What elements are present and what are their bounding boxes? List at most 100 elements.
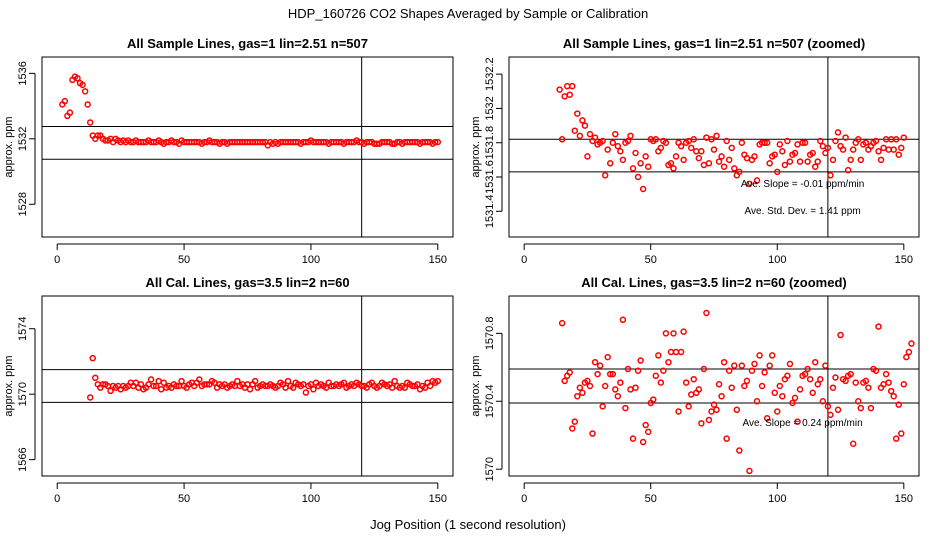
data-point — [731, 362, 738, 369]
data-point — [725, 367, 733, 374]
data-point — [842, 134, 849, 141]
data-point — [751, 153, 758, 160]
data-point — [675, 408, 682, 415]
data-points — [556, 82, 908, 193]
data-point — [571, 127, 579, 134]
data-point — [606, 160, 614, 167]
data-point — [558, 319, 566, 327]
data-point — [614, 142, 622, 150]
data-point — [718, 153, 725, 160]
data-point — [604, 353, 611, 361]
data-point — [895, 151, 902, 158]
x-tick-label: 150 — [895, 254, 913, 266]
y-axis-label: approx. ppm — [470, 355, 482, 416]
data-point — [743, 377, 751, 385]
data-point — [829, 384, 837, 391]
y-tick-label: 1532 — [17, 127, 29, 151]
data-point — [698, 148, 705, 155]
data-point — [796, 158, 804, 165]
data-point — [586, 130, 594, 138]
data-point — [738, 362, 746, 369]
data-point — [827, 411, 834, 419]
data-point — [637, 357, 644, 364]
data-point — [781, 161, 789, 169]
y-tick-label: 1536 — [17, 61, 29, 85]
figure-title: HDP_160726 CO2 Shapes Averaged by Sample… — [288, 6, 648, 21]
data-point — [665, 358, 672, 366]
data-point — [92, 374, 99, 382]
data-point — [624, 137, 632, 145]
data-point — [700, 365, 708, 373]
data-point — [629, 435, 637, 442]
data-point — [173, 382, 180, 390]
x-tick-label: 0 — [521, 254, 527, 266]
annotation-1: Ave. Slope = 0.24 ppm/min — [742, 418, 862, 429]
x-tick-label: 50 — [645, 493, 657, 505]
x-tick-label: 150 — [429, 493, 447, 505]
data-point — [178, 377, 185, 385]
data-point — [865, 384, 872, 391]
chart-title: All Sample Lines, gas=1 lin=2.51 n=507 — [127, 36, 368, 51]
data-point — [86, 394, 94, 401]
data-point — [434, 138, 442, 146]
data-point — [642, 153, 649, 160]
data-point — [766, 160, 773, 167]
y-tick-label: 1570.4 — [484, 384, 496, 418]
data-point — [855, 136, 862, 143]
data-point — [579, 117, 586, 124]
data-point — [652, 136, 660, 143]
data-point — [741, 382, 748, 390]
y-axis-label: approx. ppm — [470, 116, 482, 177]
data-point — [584, 153, 591, 160]
plot-frame — [508, 295, 920, 477]
data-point — [814, 158, 822, 165]
data-point — [834, 129, 842, 136]
x-tick-label: 100 — [302, 254, 320, 266]
data-point — [736, 168, 743, 176]
x-tick-label: 0 — [521, 493, 527, 505]
data-point — [768, 352, 776, 359]
data-point — [789, 399, 796, 407]
y-tick-label: 1574 — [17, 316, 29, 340]
chart-title: All Cal. Lines, gas=3.5 lin=2 n=60 (zoom… — [581, 275, 847, 290]
chart-panel-2: All Sample Lines, gas=1 lin=2.51 n=507 (… — [470, 36, 920, 266]
data-point — [431, 138, 439, 146]
data-point — [571, 418, 579, 425]
y-tick-label: 1570.8 — [484, 317, 496, 351]
data-point — [695, 386, 703, 393]
data-point — [639, 185, 647, 193]
data-point — [74, 75, 81, 82]
data-point — [824, 403, 832, 410]
data-point — [786, 158, 794, 165]
data-point — [817, 375, 824, 383]
data-point — [809, 389, 816, 397]
data-point — [723, 137, 730, 145]
data-point — [895, 401, 902, 408]
x-tick-label: 100 — [768, 493, 786, 505]
data-point — [558, 136, 566, 143]
data-point — [725, 156, 733, 164]
data-point — [804, 365, 811, 373]
data-point — [862, 139, 870, 146]
data-point — [251, 377, 259, 385]
data-point — [857, 404, 865, 412]
data-point — [736, 447, 743, 454]
data-point — [738, 139, 746, 146]
data-point — [890, 146, 897, 153]
data-point — [723, 435, 730, 442]
data-point — [844, 166, 852, 174]
data-point — [875, 323, 882, 330]
data-point — [634, 173, 642, 181]
plot-frame — [41, 56, 454, 238]
data-point — [857, 156, 865, 164]
y-tick-label: 1570 — [17, 382, 29, 406]
data-point — [849, 146, 857, 153]
data-point — [885, 379, 892, 386]
y-axis-label: approx. ppm — [3, 116, 15, 177]
data-point — [426, 382, 434, 390]
data-point — [786, 360, 794, 368]
data-point — [561, 93, 568, 100]
data-point — [819, 398, 827, 405]
data-point — [574, 392, 581, 400]
data-point — [794, 141, 801, 148]
